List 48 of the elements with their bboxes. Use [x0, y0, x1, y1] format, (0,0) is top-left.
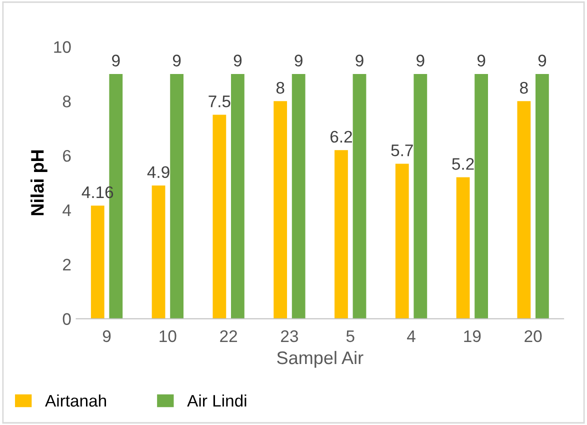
data-label: 9: [477, 54, 486, 66]
data-label: 8: [276, 82, 284, 94]
bar: [231, 74, 244, 319]
x-axis-title: Sampel Air: [277, 350, 364, 368]
data-label: 6.2: [330, 130, 352, 143]
bar: [414, 74, 428, 319]
y-tick-label: 0: [62, 313, 71, 325]
bar: [212, 114, 226, 319]
bar: [456, 177, 470, 319]
y-tick-label: 2: [63, 258, 71, 270]
bar: [536, 74, 549, 319]
data-label: 7.5: [208, 96, 230, 108]
bar: [395, 164, 409, 319]
legend-label: Airtanah: [45, 394, 106, 407]
data-label: 5.2: [452, 158, 474, 170]
data-label: 5.7: [391, 144, 413, 156]
y-tick-label: 10: [54, 41, 71, 53]
legend-label: Air Lindi: [187, 394, 246, 407]
data-label: 8: [520, 82, 528, 94]
data-label: 9: [416, 54, 424, 66]
x-tick-label: 4: [407, 330, 416, 342]
y-tick-label: 8: [62, 96, 71, 108]
bar: [352, 74, 366, 319]
x-tick-label: 23: [281, 330, 298, 342]
bar: [334, 150, 348, 319]
data-label: 9: [538, 54, 546, 66]
bar: [152, 185, 166, 319]
bar: [474, 74, 488, 319]
y-tick-label: 4: [62, 204, 71, 216]
x-tick-label: 9: [102, 330, 111, 342]
bar: [517, 101, 531, 319]
x-tick-label: 10: [160, 330, 176, 342]
bar: [274, 101, 288, 319]
data-label: 9: [112, 54, 120, 66]
data-label: 9: [356, 54, 364, 66]
x-tick-label: 19: [464, 330, 481, 342]
x-tick-label: 22: [220, 330, 237, 342]
data-label: 9: [234, 54, 242, 66]
bar: [170, 74, 184, 319]
bar: [292, 74, 306, 319]
x-tick-label: 20: [524, 330, 542, 342]
bar: [90, 206, 104, 319]
data-label: 4.9: [147, 166, 170, 178]
data-label: 9: [172, 54, 181, 66]
y-tick-label: 6: [63, 150, 71, 162]
y-axis-title: Nilai pH: [30, 150, 48, 216]
x-tick-label: 5: [346, 330, 354, 342]
data-label: 9: [294, 54, 302, 66]
